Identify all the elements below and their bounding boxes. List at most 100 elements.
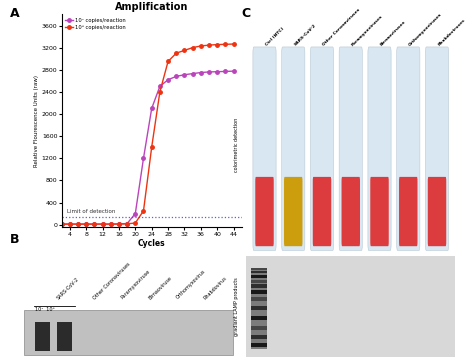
10⁷ copies/reaction (132, 212, 138, 216)
Text: A: A (9, 7, 19, 20)
10⁶ copies/reaction (231, 42, 237, 46)
10⁷ copies/reaction (108, 222, 114, 226)
Text: Orthomyxoviruses: Orthomyxoviruses (408, 12, 443, 47)
10⁷ copies/reaction (173, 74, 179, 79)
FancyBboxPatch shape (370, 177, 389, 246)
10⁶ copies/reaction (83, 222, 89, 226)
FancyBboxPatch shape (425, 47, 448, 251)
Text: Ctrl (NTC): Ctrl (NTC) (264, 27, 285, 47)
FancyBboxPatch shape (251, 290, 267, 294)
FancyBboxPatch shape (397, 47, 420, 251)
Text: B: B (9, 233, 19, 246)
Text: Rhabdovirus: Rhabdovirus (203, 275, 228, 300)
10⁷ copies/reaction (165, 78, 171, 82)
10⁶ copies/reaction (190, 45, 195, 50)
Title: Amplification: Amplification (115, 2, 188, 12)
10⁷ copies/reaction (59, 222, 64, 226)
10⁷ copies/reaction (206, 70, 212, 74)
10⁷ copies/reaction (198, 70, 204, 75)
10⁶ copies/reaction (173, 51, 179, 55)
10⁶ copies/reaction (59, 222, 64, 226)
Text: Other Coronaviruses: Other Coronaviruses (92, 261, 131, 300)
Text: gradiant LAMP products: gradiant LAMP products (234, 278, 238, 336)
FancyBboxPatch shape (251, 284, 267, 288)
Text: colorimetric detection: colorimetric detection (234, 117, 238, 171)
FancyBboxPatch shape (284, 177, 302, 246)
10⁶ copies/reaction (149, 145, 155, 149)
Text: Paramyxoviruse: Paramyxoviruse (119, 269, 151, 300)
FancyBboxPatch shape (251, 316, 267, 320)
FancyBboxPatch shape (24, 310, 233, 355)
10⁶ copies/reaction (100, 222, 105, 226)
FancyBboxPatch shape (255, 177, 274, 246)
10⁷ copies/reaction (149, 106, 155, 111)
10⁶ copies/reaction (67, 222, 73, 226)
FancyBboxPatch shape (57, 322, 72, 352)
FancyBboxPatch shape (339, 47, 363, 251)
10⁷ copies/reaction (231, 69, 237, 73)
10⁷ copies/reaction (116, 222, 122, 226)
10⁶ copies/reaction (124, 222, 130, 226)
10⁷ copies/reaction (182, 73, 187, 77)
FancyBboxPatch shape (251, 268, 267, 270)
Text: Paramyxoviruses: Paramyxoviruses (351, 14, 383, 47)
10⁶ copies/reaction (206, 43, 212, 47)
FancyBboxPatch shape (251, 343, 267, 347)
10⁶ copies/reaction (108, 222, 114, 226)
FancyBboxPatch shape (399, 177, 418, 246)
FancyBboxPatch shape (251, 326, 267, 330)
Y-axis label: Relative Flourescence Units (raw): Relative Flourescence Units (raw) (34, 75, 39, 167)
FancyBboxPatch shape (313, 177, 331, 246)
10⁷ copies/reaction (83, 222, 89, 226)
10⁶ copies/reaction (91, 222, 97, 226)
10⁷ copies/reaction (141, 156, 146, 160)
FancyBboxPatch shape (36, 322, 50, 352)
FancyBboxPatch shape (282, 47, 305, 251)
10⁶ copies/reaction (75, 222, 81, 226)
10⁷ copies/reaction (222, 69, 228, 74)
10⁷ copies/reaction (157, 84, 163, 88)
10⁶ copies/reaction (222, 42, 228, 47)
Text: Orthomyxovirus: Orthomyxovirus (175, 269, 207, 300)
10⁶ copies/reaction (165, 59, 171, 64)
Text: SARS-CoV-2: SARS-CoV-2 (293, 23, 317, 47)
Text: Rhabdoviruses: Rhabdoviruses (437, 18, 466, 47)
FancyBboxPatch shape (251, 269, 267, 349)
10⁷ copies/reaction (91, 222, 97, 226)
10⁶ copies/reaction (182, 48, 187, 53)
FancyBboxPatch shape (251, 335, 267, 339)
10⁶ copies/reaction (198, 44, 204, 48)
Text: Birnaoviruse: Birnaoviruse (147, 275, 173, 300)
FancyBboxPatch shape (251, 280, 267, 283)
FancyBboxPatch shape (310, 47, 334, 251)
10⁶ copies/reaction (141, 209, 146, 213)
FancyBboxPatch shape (251, 306, 267, 310)
X-axis label: Cycles: Cycles (138, 239, 165, 248)
FancyBboxPatch shape (253, 47, 276, 251)
FancyBboxPatch shape (428, 177, 446, 246)
Text: Birnaoviruses: Birnaoviruses (380, 20, 407, 47)
FancyBboxPatch shape (251, 275, 267, 278)
10⁶ copies/reaction (116, 222, 122, 226)
Line: 10⁶ copies/reaction: 10⁶ copies/reaction (60, 42, 235, 226)
10⁶ copies/reaction (132, 221, 138, 225)
Text: Other Coronaviruses: Other Coronaviruses (322, 8, 361, 47)
Text: 10⁷  10⁶: 10⁷ 10⁶ (36, 307, 55, 312)
Text: C: C (242, 7, 251, 20)
Legend: 10⁷ copies/reaction, 10⁶ copies/reaction: 10⁷ copies/reaction, 10⁶ copies/reaction (64, 17, 127, 31)
Text: SARS-CoV-2: SARS-CoV-2 (56, 276, 80, 300)
10⁷ copies/reaction (75, 222, 81, 226)
10⁷ copies/reaction (214, 70, 220, 74)
10⁷ copies/reaction (190, 71, 195, 76)
FancyBboxPatch shape (342, 177, 360, 246)
FancyBboxPatch shape (251, 271, 267, 274)
10⁶ copies/reaction (157, 90, 163, 94)
FancyBboxPatch shape (246, 256, 455, 357)
10⁷ copies/reaction (67, 222, 73, 226)
FancyBboxPatch shape (368, 47, 391, 251)
10⁷ copies/reaction (100, 222, 105, 226)
10⁶ copies/reaction (214, 43, 220, 47)
FancyBboxPatch shape (251, 297, 267, 301)
Line: 10⁷ copies/reaction: 10⁷ copies/reaction (60, 69, 235, 226)
Text: Limit of detection: Limit of detection (66, 209, 115, 214)
